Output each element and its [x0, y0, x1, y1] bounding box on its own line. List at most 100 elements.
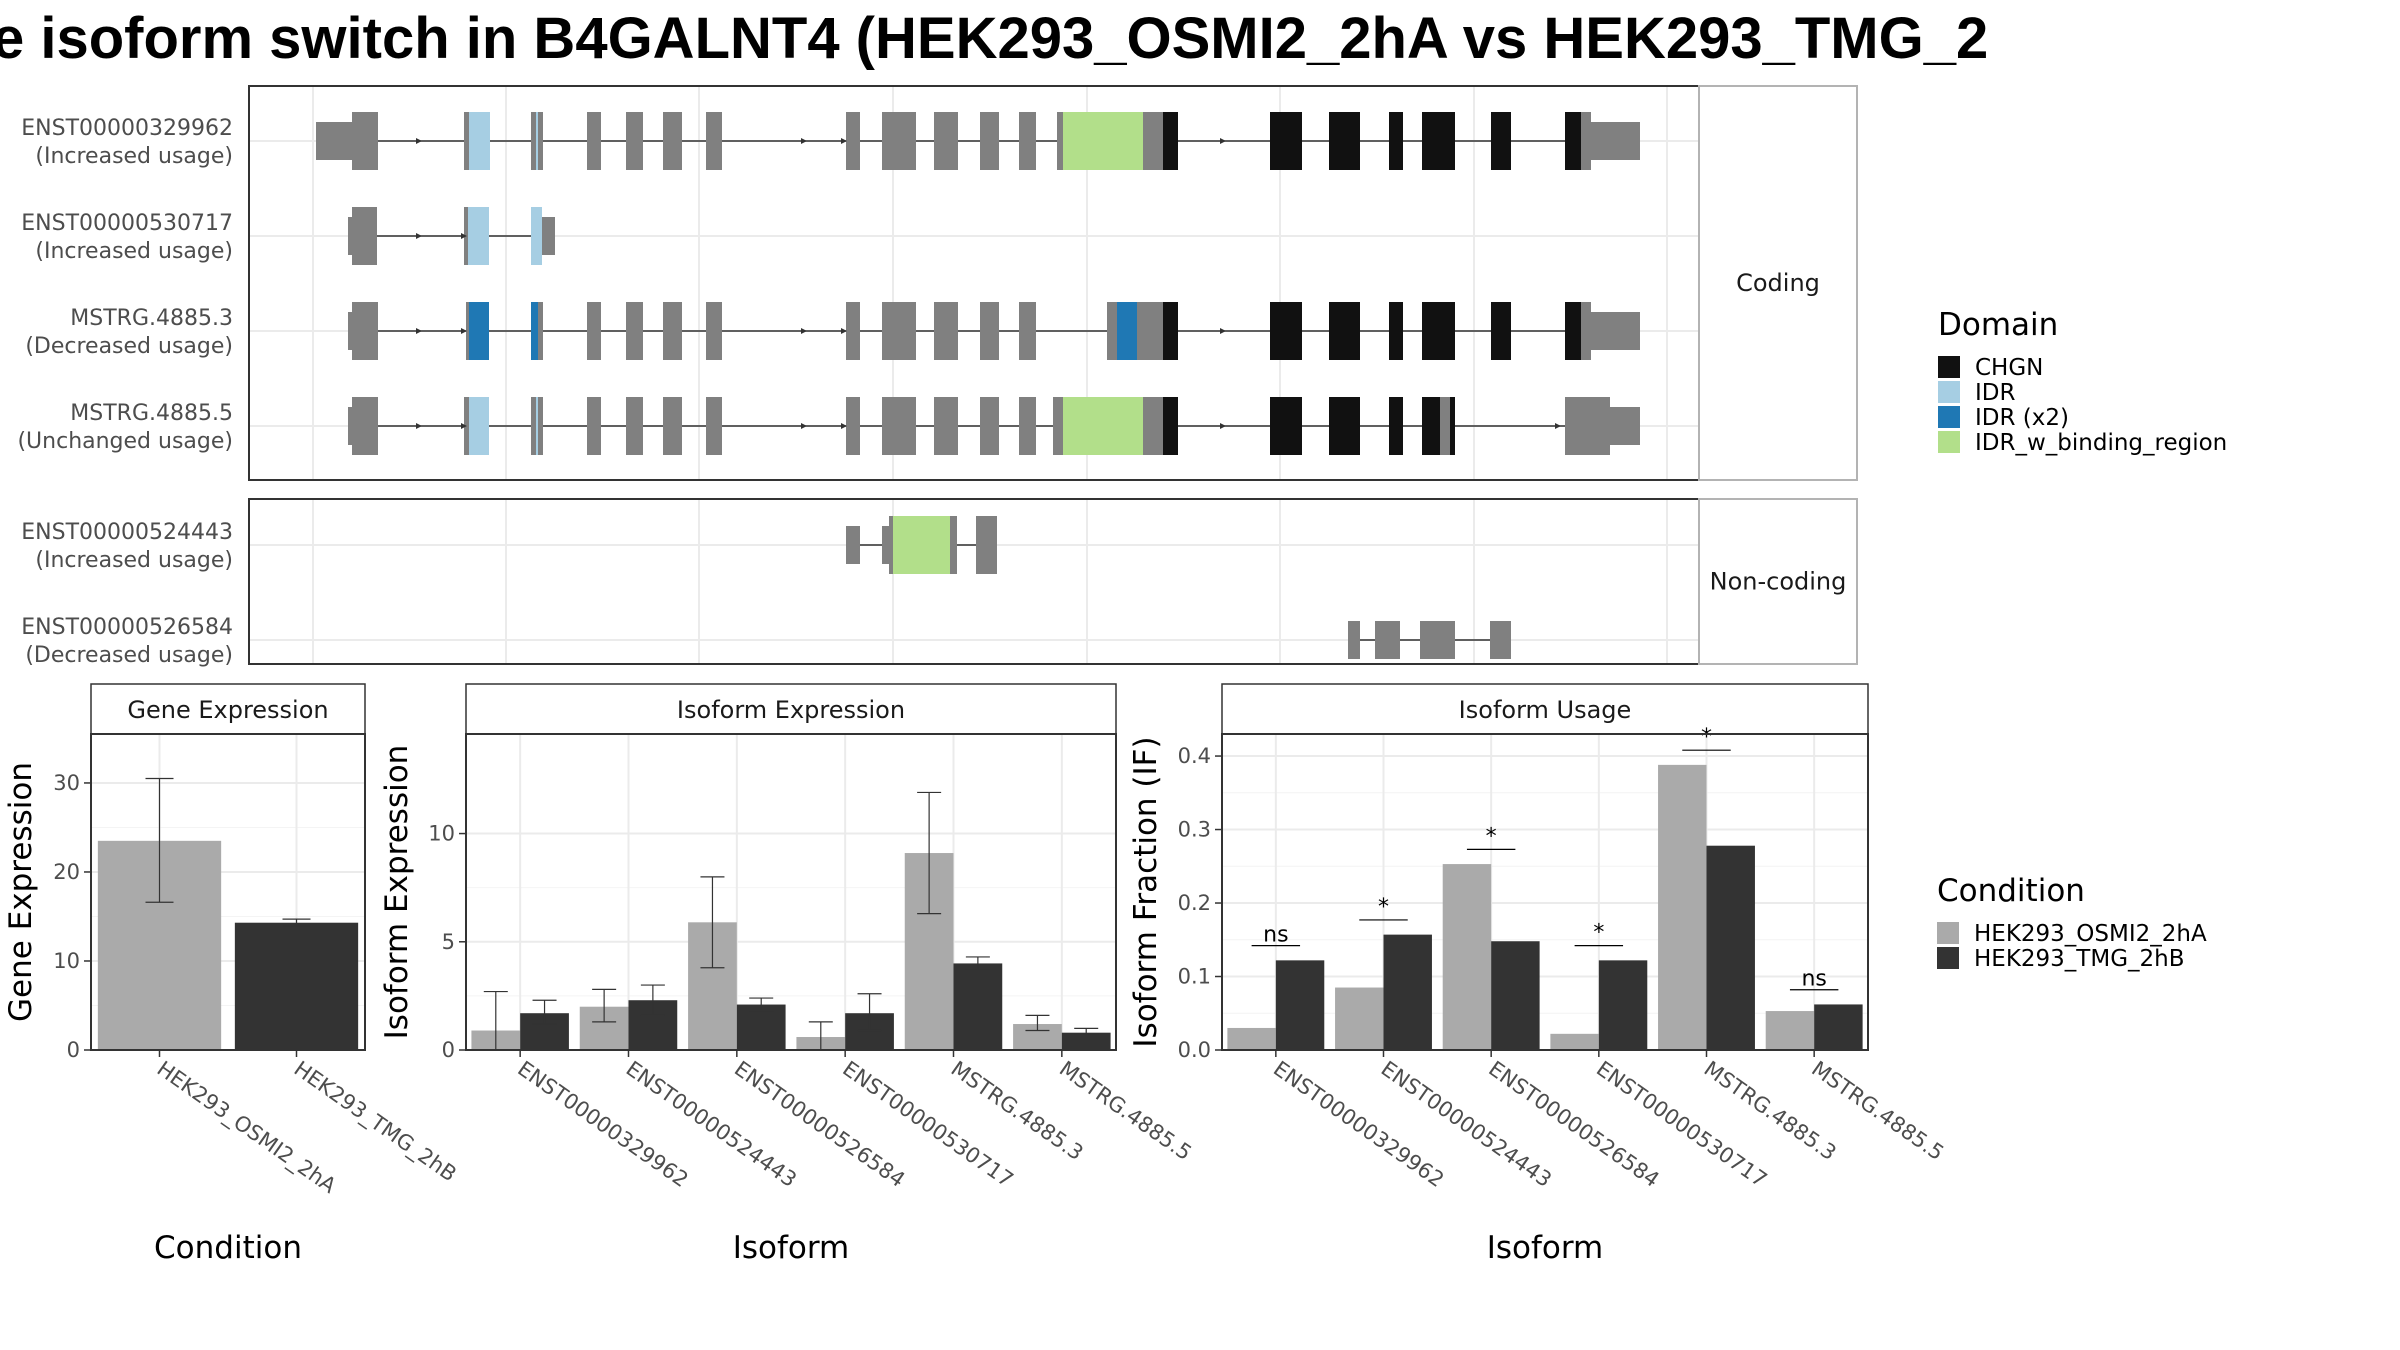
exon	[469, 397, 489, 455]
chart-panel-border	[90, 733, 366, 1051]
exon	[882, 397, 916, 455]
legend-key-1	[1938, 381, 1960, 403]
strand-arrow	[1220, 423, 1226, 429]
exon	[1143, 397, 1163, 455]
exon	[1329, 302, 1360, 360]
exon	[587, 397, 601, 455]
x-tick-label: ENST00000329962	[1269, 1056, 1448, 1192]
transcript-usage-label: (Increased usage)	[35, 239, 233, 264]
exon	[531, 112, 536, 170]
strand-arrow	[416, 328, 422, 334]
chart-strip	[90, 683, 366, 735]
exon	[352, 112, 378, 170]
exon	[1565, 397, 1610, 455]
significance-label: ns	[1263, 923, 1288, 948]
exon	[846, 526, 860, 564]
exon	[469, 302, 489, 360]
exon	[1019, 112, 1036, 170]
legend-key-3	[1938, 431, 1960, 453]
coding-strip	[1698, 85, 1858, 481]
condition-legend-label-0: HEK293_OSMI2_2hA	[1974, 921, 2207, 947]
bar	[1814, 1004, 1863, 1050]
coding-panel-bg	[249, 86, 1699, 480]
exon	[352, 207, 377, 265]
exon	[1057, 112, 1063, 170]
y-tick-label: 0.3	[1178, 818, 1211, 842]
transcript-label: MSTRG.4885.3	[70, 306, 233, 331]
exon	[1420, 621, 1455, 659]
exon	[882, 302, 916, 360]
strand-arrow	[801, 138, 807, 144]
bar	[1550, 1033, 1599, 1050]
noncoding-panel-bg	[249, 499, 1699, 664]
y-tick-label: 0	[67, 1038, 80, 1062]
exon	[626, 397, 643, 455]
exon	[1329, 112, 1360, 170]
exon	[1440, 397, 1450, 455]
chart-panel-border	[465, 733, 1117, 1051]
bar	[1765, 1011, 1815, 1050]
exon	[1591, 312, 1640, 350]
exon	[846, 112, 860, 170]
exon	[934, 397, 958, 455]
transcript-label: ENST00000524443	[21, 520, 233, 545]
legend-key-0	[1938, 356, 1960, 378]
exon	[348, 217, 352, 255]
exon	[980, 112, 999, 170]
legend-label-2: IDR (x2)	[1975, 405, 2069, 431]
exon	[706, 397, 722, 455]
exon	[934, 302, 958, 360]
transcript-structure-panel: Coding ENST00000329962 (Increased usage) EN…	[17, 85, 1858, 668]
figure-title: e isoform switch in B4GALNT4 (HEK293_OSM…	[0, 6, 1988, 71]
exon	[950, 516, 957, 574]
coding-strip-label: Coding	[1736, 269, 1820, 297]
exon	[352, 302, 378, 360]
transcript-label: ENST00000526584	[21, 615, 233, 640]
transcript-usage-label: (Increased usage)	[35, 144, 233, 169]
exon	[934, 112, 958, 170]
exon	[587, 302, 601, 360]
exon	[626, 302, 643, 360]
exon	[1389, 112, 1403, 170]
exon	[538, 302, 543, 360]
exon	[538, 397, 543, 455]
exon	[1063, 112, 1143, 170]
exon	[663, 397, 682, 455]
strand-arrow	[1555, 423, 1561, 429]
y-tick-label: 0.2	[1178, 891, 1211, 915]
exon	[846, 397, 860, 455]
bar	[1227, 1027, 1276, 1050]
bar	[1706, 845, 1755, 1050]
exon	[1375, 621, 1400, 659]
y-axis-title: Isoform Fraction (IF)	[1128, 736, 1164, 1047]
exon	[889, 516, 893, 574]
exon	[1491, 112, 1511, 170]
strand-arrow	[416, 233, 422, 239]
strand-arrow	[841, 423, 847, 429]
exon	[663, 302, 682, 360]
y-tick-label: 0	[442, 1038, 455, 1062]
significance-label: *	[1701, 725, 1712, 750]
chart-strip	[1221, 683, 1869, 735]
exon	[626, 112, 643, 170]
exon	[1019, 397, 1036, 455]
y-axis-title: Isoform Expression	[379, 745, 415, 1040]
strand-arrow	[461, 233, 467, 239]
exon	[469, 112, 490, 170]
exon	[1422, 302, 1455, 360]
exon	[536, 112, 538, 170]
transcript-label: ENST00000530717	[21, 211, 233, 236]
bar	[1598, 960, 1648, 1050]
bar	[1383, 934, 1432, 1050]
exon	[1019, 302, 1036, 360]
exon	[1107, 302, 1117, 360]
chart-title: Isoform Expression	[677, 696, 905, 724]
exon	[1581, 112, 1591, 170]
x-tick-label: ENST00000524443	[1377, 1056, 1556, 1192]
exon	[531, 302, 538, 360]
y-tick-label: 10	[428, 822, 455, 846]
exon	[893, 516, 950, 574]
bar	[1275, 960, 1325, 1050]
